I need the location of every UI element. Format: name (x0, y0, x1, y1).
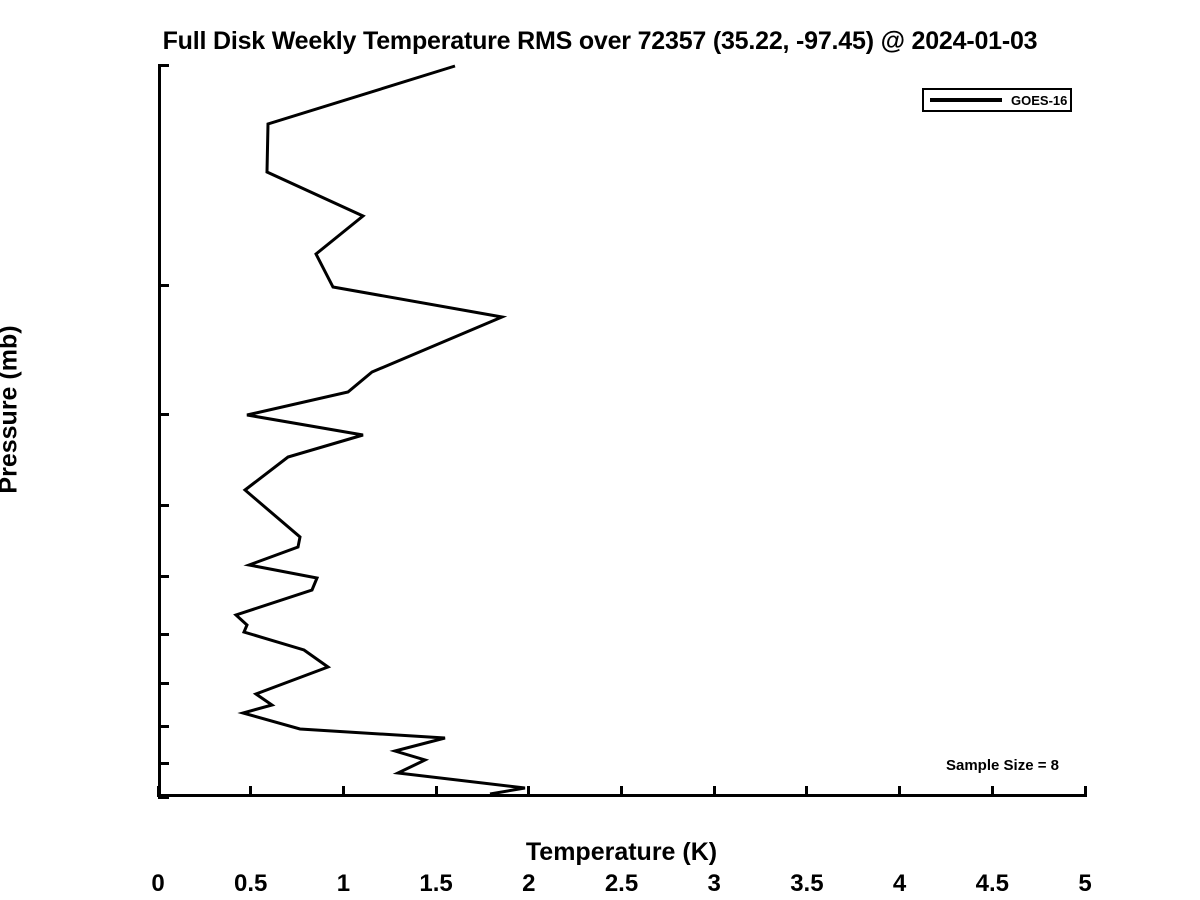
x-tick-5 (1083, 786, 1087, 797)
x-axis-label: Temperature (K) (525, 838, 718, 866)
y-tick-900 (158, 762, 169, 765)
x-tick-1.5 (434, 786, 438, 797)
page-title: Full Disk Weekly Temperature RMS over 72… (162, 27, 1038, 55)
y-axis-label: Pressure (mb) (0, 325, 23, 494)
x-tick-label-4: 4 (892, 870, 907, 897)
legend-swatch-goes-16 (930, 98, 1002, 102)
x-tick-label-2.5: 2.5 (604, 870, 639, 897)
legend-label-goes-16: GOES-16 (1011, 92, 1068, 108)
x-tick-3 (712, 786, 716, 797)
sample-size-annotation: Sample Size = 8 (946, 757, 1059, 774)
x-tick-0 (156, 786, 160, 797)
y-tick-200 (158, 283, 169, 287)
x-tick-label-0: 0 (151, 870, 165, 897)
legend: GOES-16 (922, 88, 1072, 112)
x-tick-label-0.5: 0.5 (234, 870, 268, 897)
x-tick-2 (527, 786, 531, 797)
plot-area: 1002003004005006007008009001000 00.511.5… (151, 63, 1092, 897)
y-tick-700 (158, 682, 169, 686)
y-tick-400 (158, 504, 169, 508)
x-tick-label-4.5: 4.5 (975, 870, 1009, 897)
x-tick-4.5 (990, 786, 994, 797)
x-tick-1 (341, 786, 345, 797)
x-tick-3.5 (805, 786, 809, 797)
x-tick-label-2: 2 (522, 870, 536, 897)
y-tick-300 (158, 412, 169, 416)
series-line-goes-16 (233, 64, 526, 796)
x-tick-label-3: 3 (707, 870, 721, 897)
y-tick-100 (158, 63, 169, 67)
y-tick-800 (158, 724, 169, 728)
y-tick-500 (158, 575, 169, 579)
data-line-chart (233, 64, 526, 796)
x-tick-label-1.5: 1.5 (419, 870, 453, 897)
x-tick-2.5 (620, 786, 623, 797)
y-tick-600 (158, 633, 169, 637)
y-tick-1000 (158, 795, 169, 799)
x-tick-label-5: 5 (1078, 870, 1092, 897)
x-tick-label-3.5: 3.5 (790, 870, 824, 897)
x-tick-label-1: 1 (336, 870, 351, 897)
x-tick-4 (898, 786, 902, 797)
x-tick-0.5 (249, 786, 253, 797)
